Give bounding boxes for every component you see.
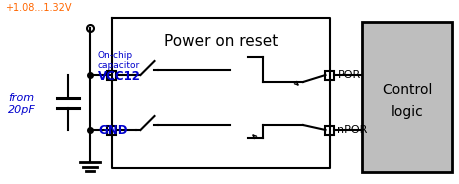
Bar — [107, 125, 116, 135]
Bar — [325, 70, 334, 79]
Text: logic: logic — [390, 105, 422, 119]
Text: On-chip: On-chip — [98, 52, 133, 61]
Text: nPOR: nPOR — [337, 125, 367, 135]
Text: Power on reset: Power on reset — [163, 35, 278, 49]
Bar — [325, 125, 334, 135]
Text: 20pF: 20pF — [8, 105, 36, 115]
Text: from: from — [8, 93, 34, 103]
Text: VCC12: VCC12 — [98, 70, 140, 82]
Text: Control: Control — [381, 83, 431, 97]
Bar — [361, 22, 451, 172]
Text: GND: GND — [98, 123, 127, 137]
Text: +1.08...1.32V: +1.08...1.32V — [5, 3, 71, 13]
Text: POR: POR — [337, 70, 360, 80]
Bar — [107, 70, 116, 79]
Text: capacitor: capacitor — [98, 61, 140, 70]
